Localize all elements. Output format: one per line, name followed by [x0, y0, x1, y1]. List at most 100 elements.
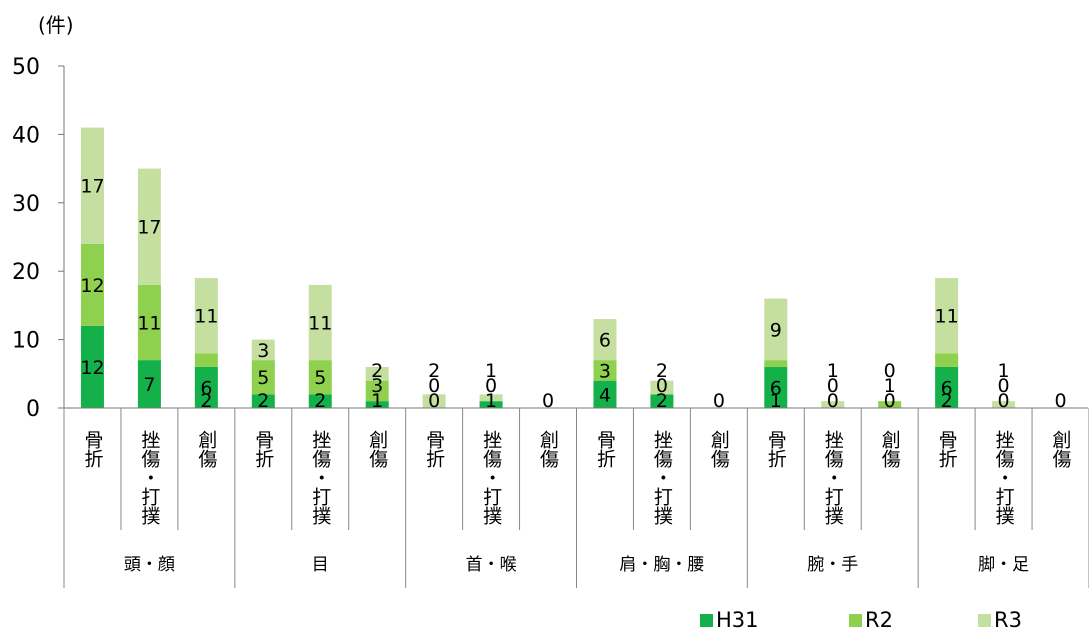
x-category-label: 挫傷・打撲 [309, 430, 331, 526]
data-label: 0 [428, 375, 440, 397]
y-tick-label: 0 [26, 397, 40, 422]
x-category-label: 創傷 [708, 430, 730, 469]
data-label: 2 [656, 360, 668, 382]
x-category-label: 骨折 [252, 430, 274, 468]
bar-segment-h31 [365, 401, 389, 408]
data-label: 17 [137, 217, 161, 239]
data-label: 3 [257, 340, 269, 362]
bar-segment-r3 [479, 394, 503, 402]
bar-segment-r2 [593, 360, 617, 381]
x-group-label: 首・喉 [466, 555, 517, 575]
data-label: 12 [80, 275, 104, 297]
legend-item-h31: H31 [700, 608, 759, 631]
data-label: 5 [257, 367, 269, 389]
data-label: 17 [80, 176, 104, 198]
data-label: 1 [770, 390, 782, 412]
bar-segment-r3 [935, 278, 959, 354]
data-label: 1 [485, 390, 497, 412]
bar-segment-r3 [251, 339, 275, 361]
x-category-label: 挫傷・打撲 [993, 430, 1015, 526]
y-axis: 0 10 20 30 40 50 [12, 55, 65, 422]
data-label: 6 [200, 377, 212, 399]
data-label: 2 [656, 390, 668, 412]
x-category-label: 挫傷・打撲 [822, 430, 844, 526]
data-label: 2 [941, 390, 953, 412]
data-label: 1 [884, 375, 896, 397]
y-tick-label: 20 [12, 260, 40, 285]
x-category-label: 創傷 [1050, 430, 1072, 469]
x-group-label: 脚・足 [978, 555, 1029, 575]
legend: H31 R2 R3 [700, 608, 1022, 631]
x-group-label: 肩・胸・腰 [619, 555, 704, 575]
data-label: 6 [941, 377, 953, 399]
data-label: 0 [827, 375, 839, 397]
data-label: 6 [770, 377, 782, 399]
legend-swatch [849, 614, 862, 627]
data-label: 0 [884, 360, 896, 382]
bar-segment-r2 [80, 243, 104, 326]
data-label: 9 [770, 319, 782, 341]
bar-segment-r3 [764, 298, 788, 361]
bar-segment-h31 [479, 401, 503, 408]
data-label: 11 [137, 313, 161, 335]
x-category-label: 骨折 [423, 430, 445, 468]
bar-segment-h31 [764, 366, 788, 408]
y-tick-label: 50 [12, 55, 40, 80]
data-label: 1 [827, 360, 839, 382]
data-label: 0 [998, 375, 1010, 397]
data-label: 4 [599, 384, 611, 406]
data-label: 0 [656, 375, 668, 397]
bar-segment-r2 [251, 360, 275, 395]
x-category-label: 骨折 [594, 430, 616, 468]
x-category-label: 骨折 [765, 430, 787, 468]
x-group-label: 目 [312, 555, 329, 575]
bar-segment-r3 [137, 168, 161, 285]
bar-segment-r3 [308, 284, 332, 361]
x-category-label: 挫傷・打撲 [480, 430, 502, 526]
bar-segment-h31 [308, 394, 332, 408]
data-label: 12 [80, 357, 104, 379]
bar-segment-r2 [137, 284, 161, 361]
x-group-label: 腕・手 [807, 555, 858, 575]
data-label: 11 [308, 313, 332, 335]
bar-segment-r3 [650, 380, 674, 395]
data-label: 0 [428, 390, 440, 412]
data-label: 1 [371, 390, 383, 412]
bar-segment-r2 [308, 360, 332, 395]
legend-swatch [978, 614, 991, 627]
legend-label: R3 [994, 608, 1022, 631]
x-category-label: 創傷 [366, 430, 388, 469]
bars [80, 127, 1016, 408]
bar-segment-h31 [593, 380, 617, 408]
data-label: 2 [257, 390, 269, 412]
bar-segment-r2 [935, 353, 959, 367]
bar-segment-r3 [80, 127, 104, 244]
data-label: 3 [371, 375, 383, 397]
x-axis: 骨折 挫傷・打撲 創傷 骨折 挫傷・打撲 創傷 骨折 挫傷・打撲 創傷 骨折 挫傷・打撲 創傷 骨折 挫傷… [63, 407, 1089, 588]
data-label: 3 [599, 360, 611, 382]
bar-segment-h31 [935, 366, 959, 408]
bar-segment-r3 [422, 394, 446, 408]
data-label: 5 [314, 367, 326, 389]
legend-item-r2: R2 [849, 608, 893, 631]
bar-segment-h31 [251, 394, 275, 408]
data-label: 7 [143, 374, 155, 396]
bar-segment-h31 [137, 360, 161, 408]
x-group-label: 頭・顔 [124, 555, 175, 575]
bar-segment-h31 [194, 366, 218, 408]
data-label: 0 [827, 390, 839, 412]
bar-segment-h31 [650, 394, 674, 408]
bar-segment-r3 [821, 401, 845, 408]
legend-label: R2 [865, 608, 893, 631]
legend-swatch [700, 614, 713, 627]
data-label: 2 [200, 390, 212, 412]
data-label: 0 [542, 390, 554, 412]
x-category-label: 創傷 [879, 430, 901, 469]
x-category-label: 創傷 [195, 430, 217, 469]
bar-segment-r2 [878, 401, 902, 408]
data-label: 1 [998, 360, 1010, 382]
bar-segment-r3 [593, 319, 617, 361]
y-tick-label: 40 [12, 123, 40, 148]
data-label: 6 [599, 330, 611, 352]
